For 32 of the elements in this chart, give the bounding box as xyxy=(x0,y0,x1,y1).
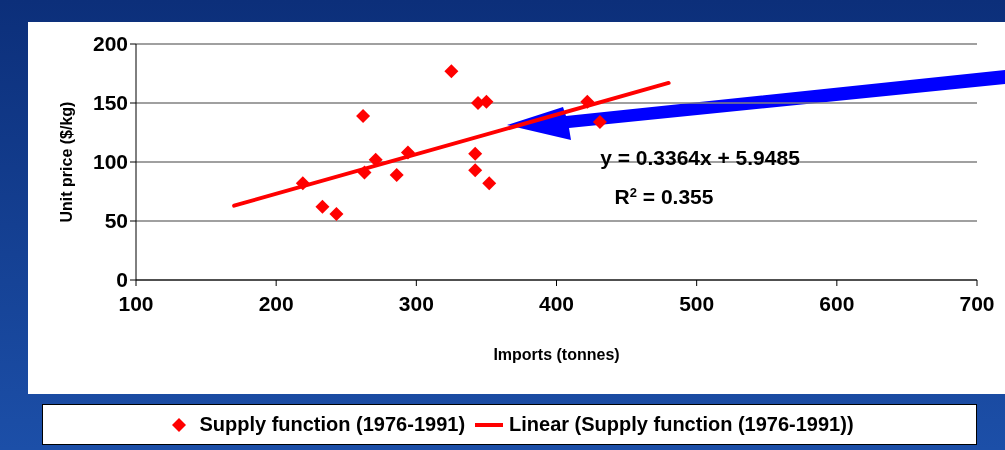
point xyxy=(329,206,344,221)
point xyxy=(368,152,383,167)
point xyxy=(400,145,415,160)
point xyxy=(468,163,483,178)
point xyxy=(479,94,494,109)
point xyxy=(580,94,595,109)
point xyxy=(482,176,497,191)
legend-label: Supply function (1976-1991) xyxy=(199,413,466,436)
y-tick-label: 150 xyxy=(92,91,128,115)
legend-label: Linear (Supply function (1976-1991)) xyxy=(509,413,854,436)
x-tick-label: 300 xyxy=(398,291,434,315)
point xyxy=(389,167,404,182)
y-axis-title: Unit price ($/kg) xyxy=(57,101,75,223)
x-tick-label: 500 xyxy=(679,291,715,315)
y-tick-label: 100 xyxy=(92,150,128,174)
x-tick-label: 200 xyxy=(258,291,294,315)
point xyxy=(592,114,607,129)
y-tick-label: 50 xyxy=(104,209,128,233)
point xyxy=(356,108,371,123)
y-tick-label: 0 xyxy=(116,268,128,292)
point xyxy=(357,165,372,180)
point xyxy=(444,64,459,79)
point xyxy=(468,146,483,161)
x-tick-label: 700 xyxy=(959,291,995,315)
point xyxy=(315,199,330,214)
annotation: R$^{2}$ = 0.355 xyxy=(614,184,714,208)
annotation: y = 0.3364x + 5.9485 xyxy=(600,146,801,169)
point xyxy=(295,176,310,191)
x-tick-label: 600 xyxy=(819,291,855,315)
x-tick-label: 400 xyxy=(538,291,575,315)
x-axis-title: Imports (tonnes) xyxy=(493,346,620,363)
y-tick-label: 200 xyxy=(92,32,128,56)
